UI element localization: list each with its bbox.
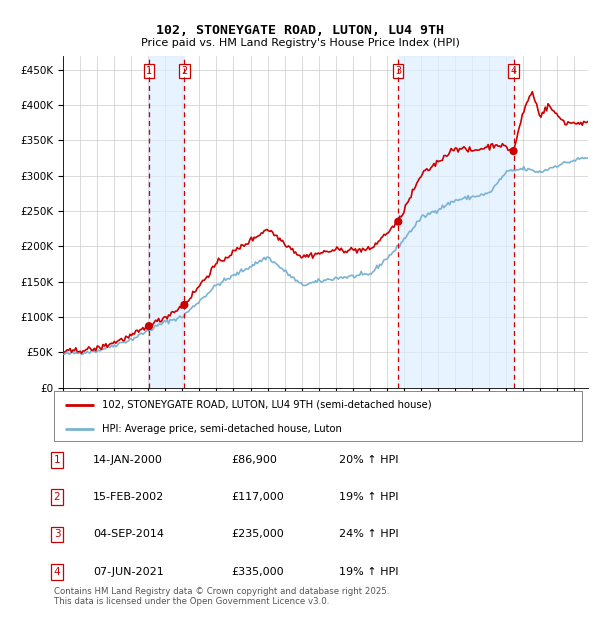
Text: £117,000: £117,000 <box>231 492 284 502</box>
Text: £86,900: £86,900 <box>231 455 277 465</box>
Text: 2: 2 <box>53 492 61 502</box>
Point <box>394 216 403 226</box>
Text: 20% ↑ HPI: 20% ↑ HPI <box>339 455 398 465</box>
Text: Contains HM Land Registry data © Crown copyright and database right 2025.
This d: Contains HM Land Registry data © Crown c… <box>54 587 389 606</box>
Text: 19% ↑ HPI: 19% ↑ HPI <box>339 567 398 577</box>
Text: 14-JAN-2000: 14-JAN-2000 <box>93 455 163 465</box>
Text: 102, STONEYGATE ROAD, LUTON, LU4 9TH (semi-detached house): 102, STONEYGATE ROAD, LUTON, LU4 9TH (se… <box>101 400 431 410</box>
Text: 19% ↑ HPI: 19% ↑ HPI <box>339 492 398 502</box>
Text: 15-FEB-2002: 15-FEB-2002 <box>93 492 164 502</box>
Text: 2: 2 <box>181 66 187 76</box>
Text: 1: 1 <box>53 455 61 465</box>
Text: £335,000: £335,000 <box>231 567 284 577</box>
Bar <box>149 56 184 388</box>
Text: 3: 3 <box>395 66 401 76</box>
Text: 4: 4 <box>511 66 517 76</box>
Bar <box>398 56 514 388</box>
Text: £235,000: £235,000 <box>231 529 284 539</box>
Text: 102, STONEYGATE ROAD, LUTON, LU4 9TH: 102, STONEYGATE ROAD, LUTON, LU4 9TH <box>156 24 444 37</box>
Text: 04-SEP-2014: 04-SEP-2014 <box>93 529 164 539</box>
Text: 07-JUN-2021: 07-JUN-2021 <box>93 567 164 577</box>
Point <box>144 321 154 331</box>
Text: 24% ↑ HPI: 24% ↑ HPI <box>339 529 398 539</box>
Text: 3: 3 <box>53 529 61 539</box>
Point <box>509 146 518 156</box>
Text: Price paid vs. HM Land Registry's House Price Index (HPI): Price paid vs. HM Land Registry's House … <box>140 38 460 48</box>
Text: 1: 1 <box>146 66 152 76</box>
Text: HPI: Average price, semi-detached house, Luton: HPI: Average price, semi-detached house,… <box>101 423 341 434</box>
Point <box>179 300 189 310</box>
Text: 4: 4 <box>53 567 61 577</box>
